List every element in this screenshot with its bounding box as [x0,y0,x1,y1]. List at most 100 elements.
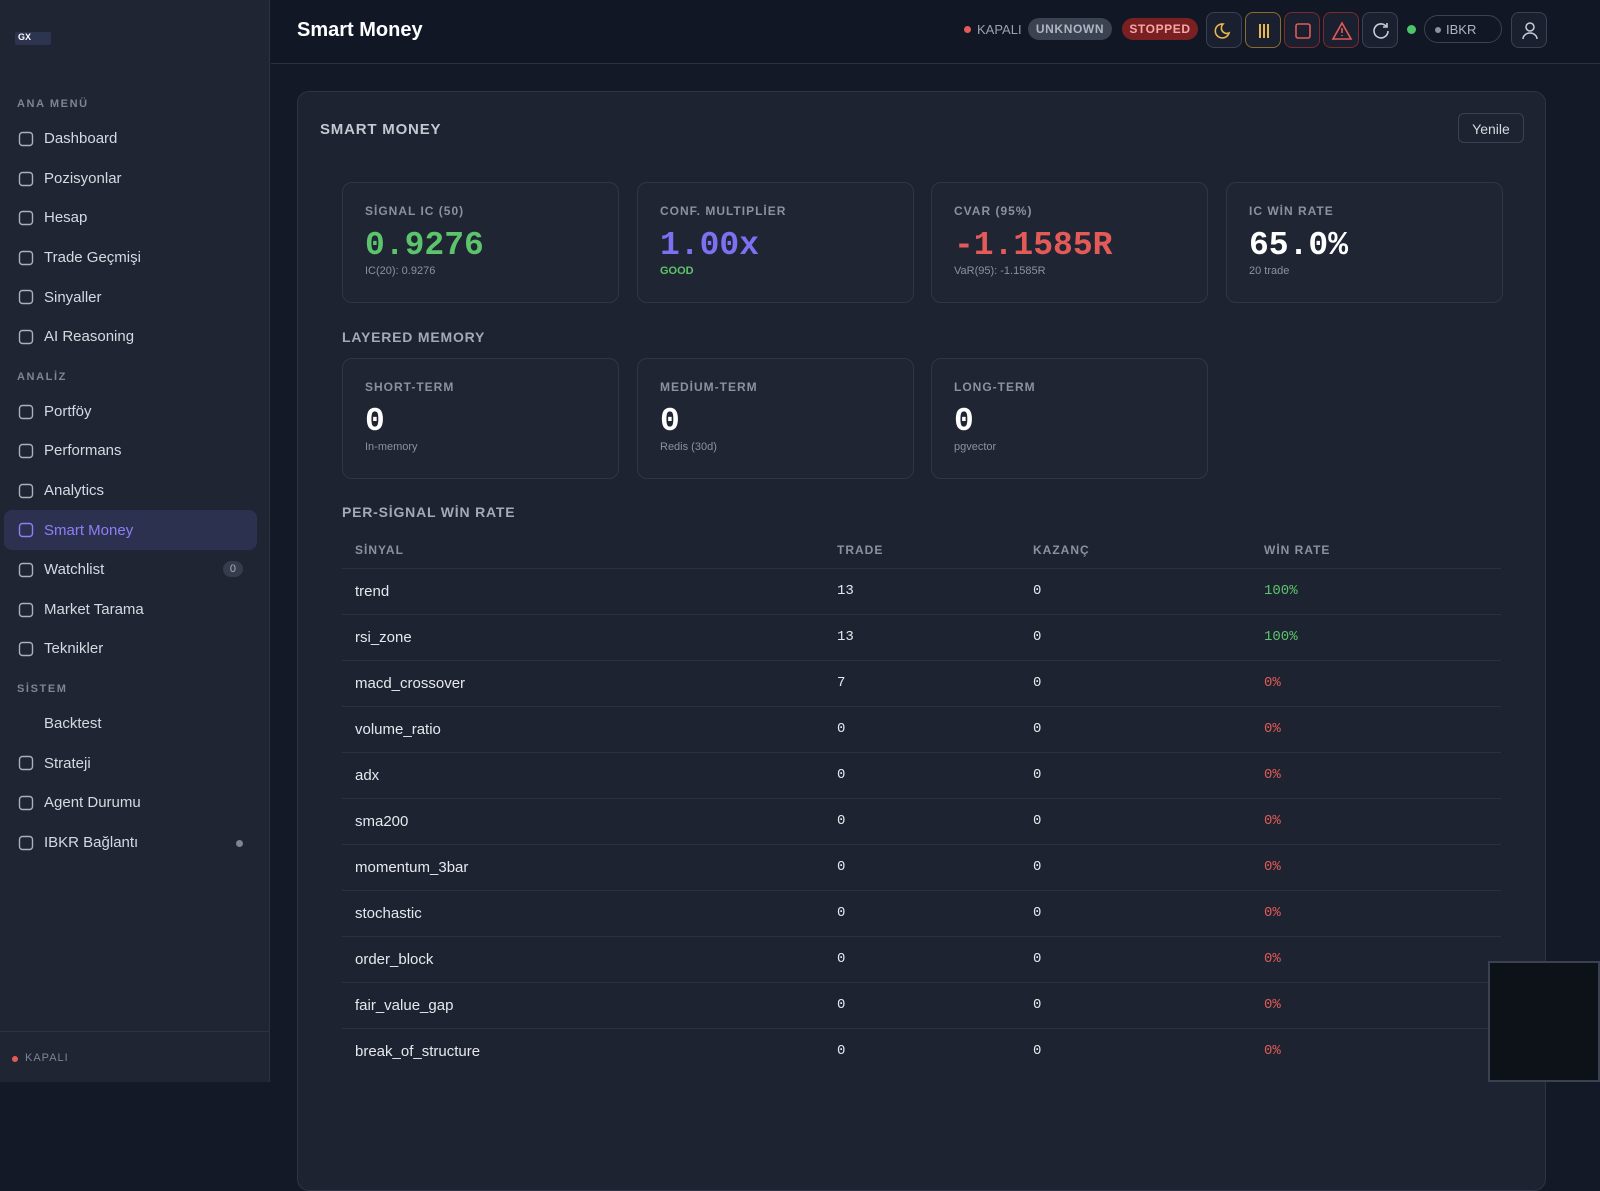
nav-item[interactable]: IBKR Bağlantı [4,823,257,863]
footer-status: KAPALI [25,1052,69,1064]
table-row: rsi_zone 13 0 100% [342,614,1501,660]
table-cell: 0% [1264,1043,1281,1059]
badge: STOPPED [1122,18,1198,40]
stop-button[interactable] [1284,12,1320,48]
nav-icon [18,250,34,265]
preview-thumbnail [1488,961,1600,1082]
table-cell: 0% [1264,905,1281,921]
nav-item[interactable]: Hesap [4,198,257,238]
panel-title: SMART MONEY [320,121,442,138]
nav-icon [18,562,34,578]
status-text: KAPALI [977,22,1022,37]
table-cell: order_block [355,951,434,968]
metric-label: LONG-TERM [954,380,1036,394]
nav-icon [18,756,34,771]
table-cell: 13 [837,583,854,599]
logo: GX [15,32,51,45]
nav-icon [18,602,34,617]
top-bar: Smart Money KAPALI UNKNOWN STOPPED IBKR [271,0,1600,64]
broker-name: IBKR [1446,22,1477,37]
refresh-button[interactable] [1362,12,1398,48]
nav-label: Dashboard [44,130,118,148]
table-row: macd_crossover 7 0 0% [342,660,1501,706]
nav-item[interactable]: Portföy [4,392,257,432]
metric-sub: Redis (30d) [660,441,717,453]
broker-dot [1435,27,1441,33]
table-row: adx 0 0 0% [342,752,1501,798]
metric-card: CONF. MULTIPLİER 1.00x GOOD [637,182,914,303]
nav-item[interactable]: Market Tarama [4,590,257,630]
nav-item[interactable]: Strateji [4,743,257,783]
nav-label: Hesap [44,209,88,227]
nav-label: Market Tarama [44,600,144,618]
alert-button[interactable] [1323,12,1359,48]
metric-card: SİGNAL IC (50) 0.9276 IC(20): 0.9276 [342,182,619,303]
nav-icon [18,290,34,305]
table-cell: 0 [837,813,846,829]
table-cell: break_of_structure [355,1043,481,1060]
table-cell: adx [355,767,380,784]
table-cell: 0 [1033,997,1042,1013]
nav-item[interactable]: Pozisyonlar [4,159,257,199]
nav-icon [18,835,34,850]
table-row: sma200 0 0 0% [342,798,1501,844]
nav-item[interactable]: Trade Geçmişi [4,238,257,278]
nav-icon [18,171,34,186]
metric-label: SHORT-TERM [365,380,455,394]
nav-label: Trade Geçmişi [44,249,141,267]
nav-label: AI Reasoning [44,328,135,346]
broker-pill[interactable]: IBKR [1424,15,1502,43]
nav-icon [18,523,34,538]
sidebar-footer: KAPALI [0,1031,269,1091]
table-header: SİNYAL TRADE KAZANÇ WİN RATE [342,529,1501,569]
table-cell: volume_ratio [355,721,441,738]
column-header: WİN RATE [1264,543,1331,557]
nav-label: Sinyaller [44,288,102,306]
section-title: LAYERED MEMORY [342,329,486,345]
table-cell: 0% [1264,859,1281,875]
nav-item[interactable]: Smart Money [4,510,257,550]
table-cell: 0% [1264,951,1281,967]
metric-value: 0 [365,403,385,440]
nav-item[interactable]: Backtest [4,704,257,744]
table-cell: 0 [1033,767,1042,783]
table-cell: 7 [837,675,846,691]
table-cell: 0 [1033,721,1042,737]
sidebar: GX ANA MENÜ Dashboard Pozisyonlar Hesap Trad… [0,0,270,1082]
table-row: momentum_3bar 0 0 0% [342,844,1501,890]
metric-sub: IC(20): 0.9276 [365,265,436,277]
nav-item[interactable]: Agent Durumu [4,783,257,823]
nav-label: Performans [44,442,122,460]
table-row: stochastic 0 0 0% [342,890,1501,936]
nav-icon [18,210,34,226]
user-button[interactable] [1511,12,1547,48]
nav-item[interactable]: Watchlist 0 [4,550,257,590]
pause-button[interactable] [1245,12,1281,48]
refresh-button[interactable]: Yenile [1458,113,1524,143]
nav-item[interactable]: Performans [4,431,257,471]
metric-sub: VaR(95): -1.1585R [954,265,1046,277]
nav-item[interactable]: Sinyaller [4,277,257,317]
status-dot [964,26,971,33]
table-row: trend 13 0 100% [342,568,1501,614]
table-cell: 0% [1264,813,1281,829]
nav-label: Pozisyonlar [44,169,122,187]
nav-label: Agent Durumu [44,794,141,812]
nav-item[interactable]: Dashboard [4,119,257,159]
table-cell: 0 [837,905,846,921]
nav-label: Backtest [44,715,102,733]
table-cell: 0 [837,859,846,875]
status-dot [12,1056,18,1062]
panel: SMART MONEY Yenile LAYERED MEMORY PER-Sİ… [297,91,1546,1191]
table-cell: 0 [837,721,846,737]
nav-item[interactable]: Teknikler [4,629,257,669]
table-cell: 0 [1033,1043,1042,1059]
table-cell: stochastic [355,905,422,922]
nav-item[interactable]: Analytics [4,471,257,511]
theme-button[interactable] [1206,12,1242,48]
metric-card: CVAR (95%) -1.1585R VaR(95): -1.1585R [931,182,1208,303]
table-cell: 0% [1264,767,1281,783]
nav-item[interactable]: AI Reasoning [4,317,257,357]
table-cell: 100% [1264,629,1298,645]
metric-value: 0.9276 [365,227,484,264]
